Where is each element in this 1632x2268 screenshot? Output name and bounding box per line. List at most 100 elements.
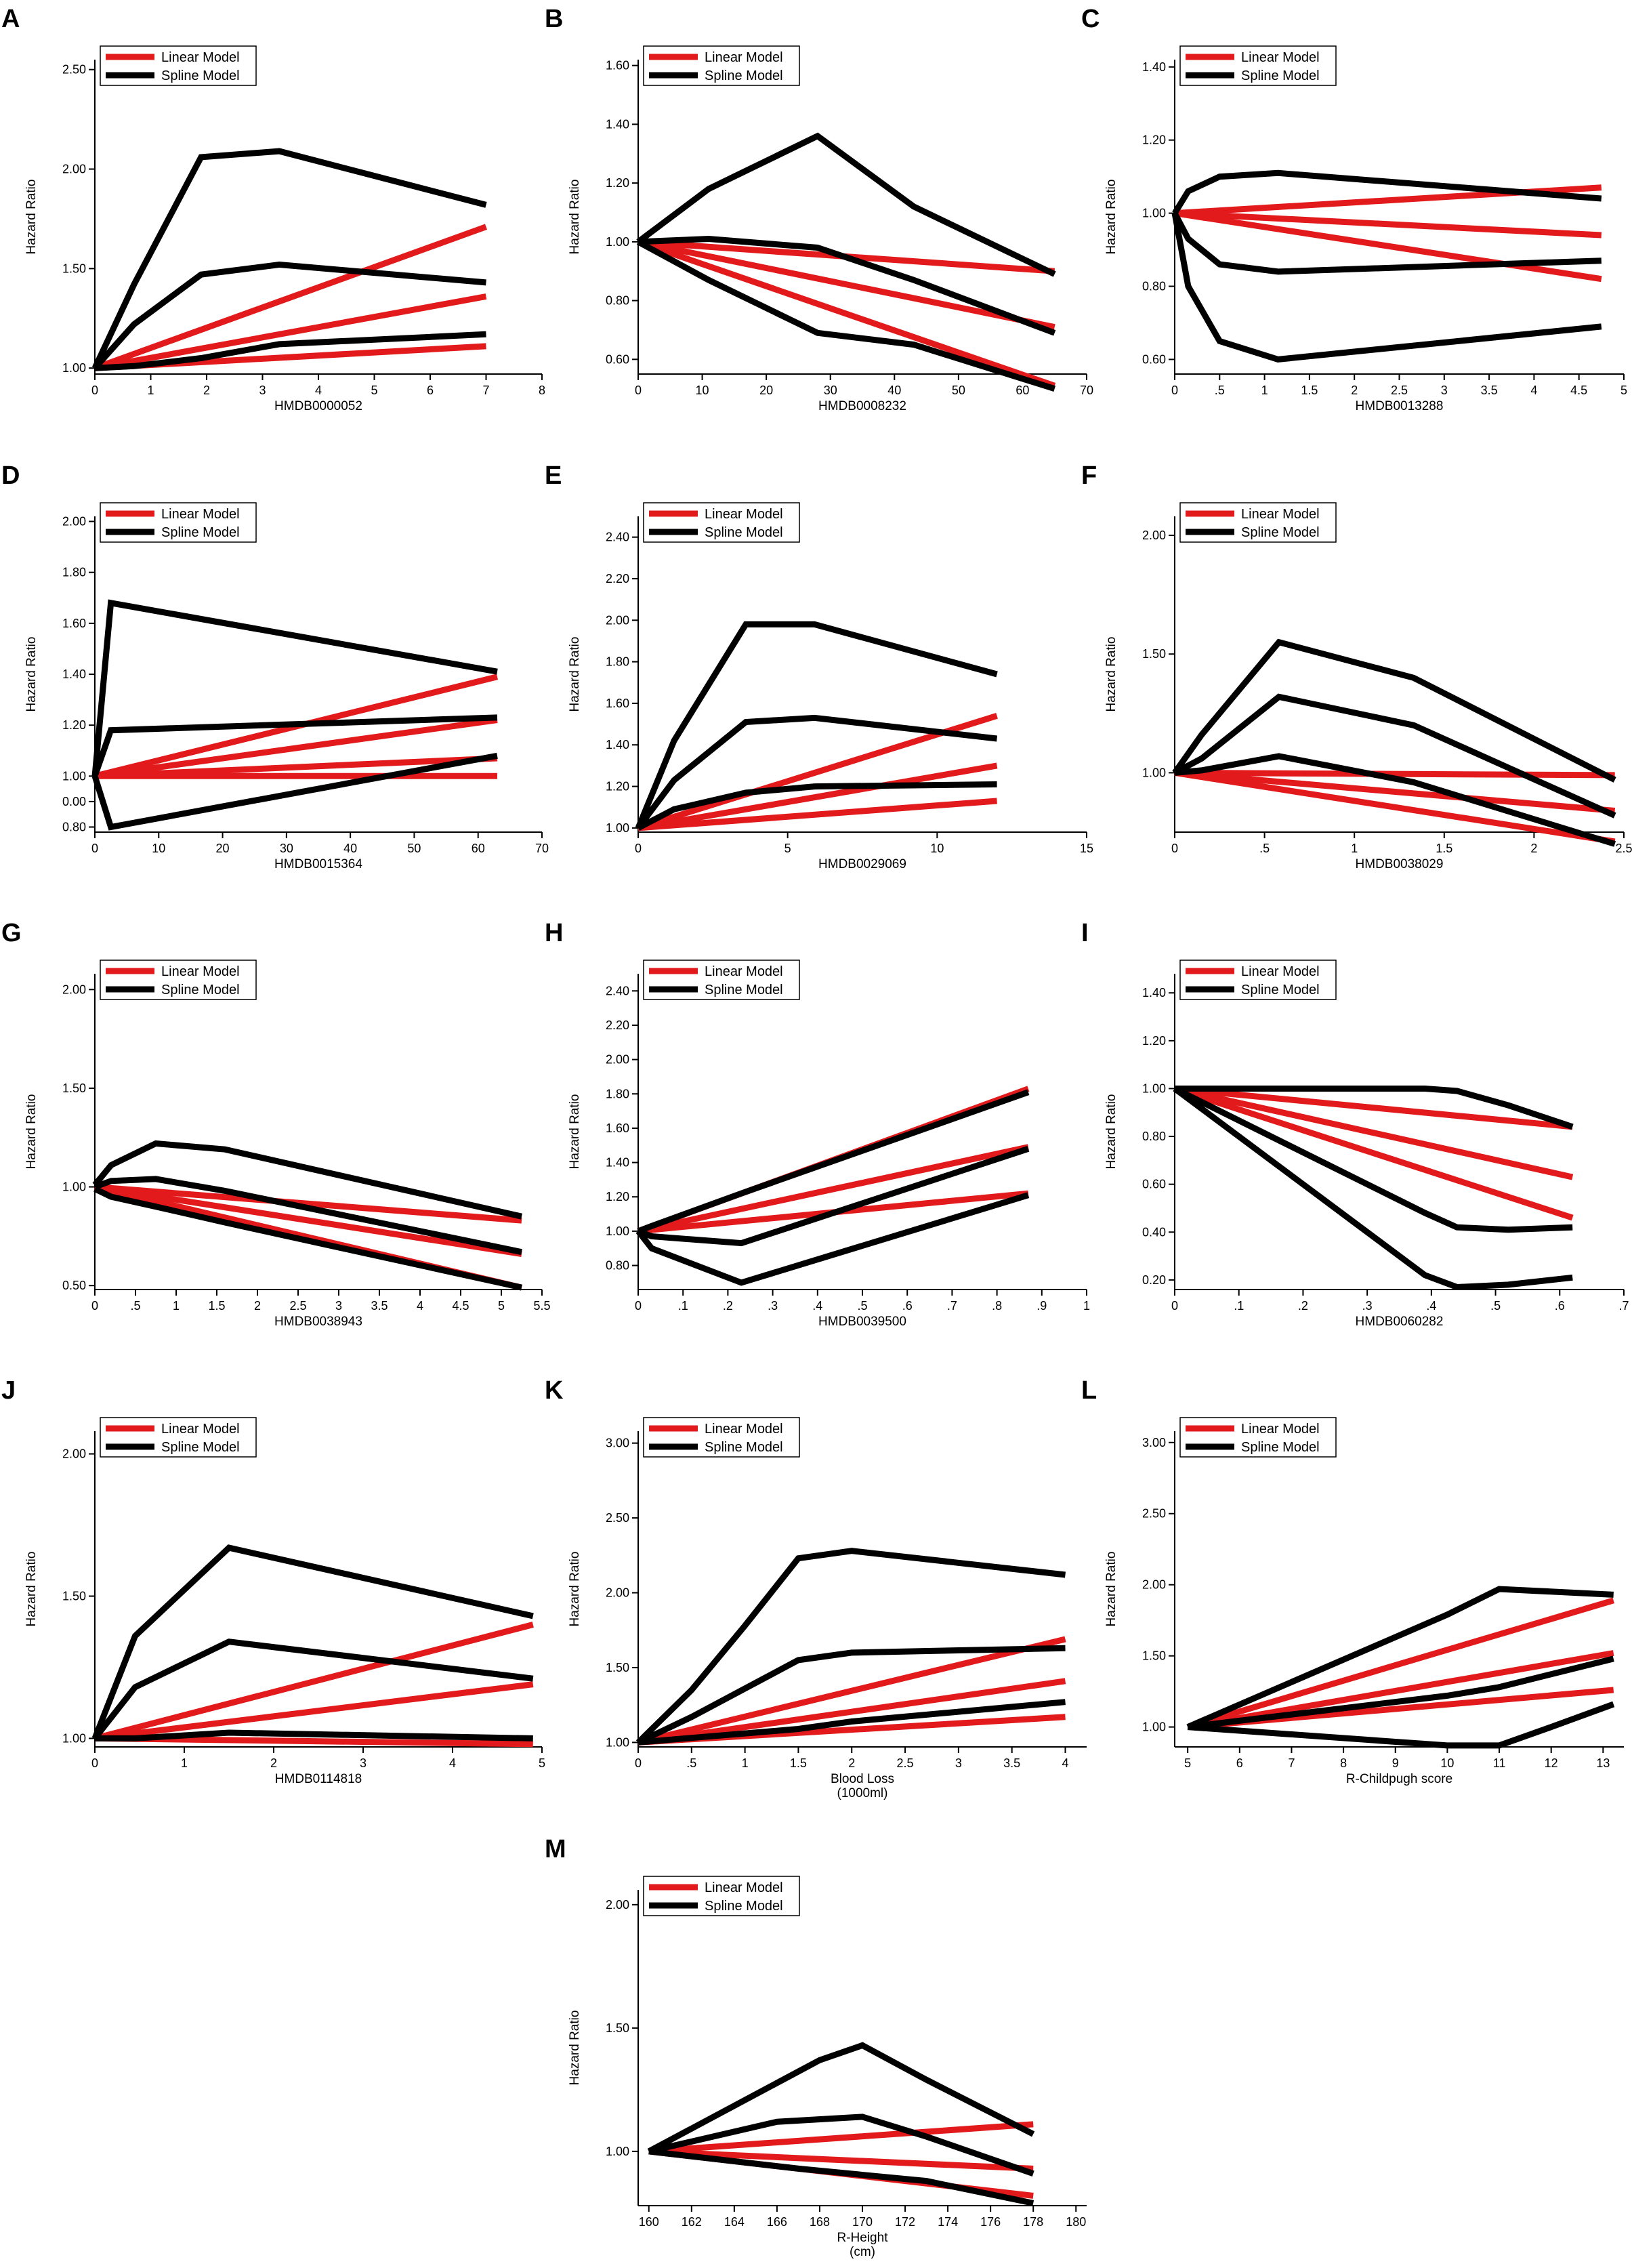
y-tick-label: 3.00 <box>606 1437 629 1450</box>
panel-label: K <box>545 1376 564 1405</box>
x-tick-label: 3 <box>955 1756 962 1770</box>
legend-linear-label: Linear Model <box>705 50 783 65</box>
spline-model-line-4 <box>636 132 1056 277</box>
spline-model-line-6 <box>95 1729 533 1741</box>
legend-box <box>643 1417 800 1458</box>
x-tick-label: .7 <box>1618 1299 1629 1313</box>
x-tick-label: 10 <box>152 842 165 855</box>
legend-linear-label: Linear Model <box>1241 1422 1320 1437</box>
spline-model-line-5 <box>637 1146 1030 1247</box>
legend: Linear Model Spline Model <box>1179 45 1337 86</box>
y-tick-label: 0.60 <box>606 352 629 366</box>
spline-model-line-4 <box>635 621 998 829</box>
y-tick-label: 1.40 <box>62 667 86 681</box>
x-tick-label: 40 <box>887 384 901 397</box>
y-tick-label: 2.20 <box>606 1018 629 1032</box>
spline-model-line-4 <box>91 148 487 370</box>
spline-model-line-4 <box>1172 169 1602 215</box>
y-tick-label: 1.00 <box>62 1731 86 1745</box>
x-axis-title: HMDB0000052 <box>274 399 362 413</box>
x-tick-label: 0 <box>1171 384 1178 397</box>
x-tick-label: 40 <box>343 842 357 855</box>
x-tick-label: 166 <box>767 2215 787 2229</box>
y-tick-label: 0.20 <box>1142 1273 1166 1287</box>
panel-g: G 0.50 1.00 1.50 2.00 0 .5 1 1.5 2 2.5 3 3.5 4 4.5 5 5.5… <box>1 919 551 1329</box>
y-axis-title: Hazard Ratio <box>568 2011 582 2086</box>
x-tick-label: 70 <box>1080 384 1093 397</box>
y-tick-label: 3.00 <box>1142 1436 1166 1449</box>
y-axis-title: Hazard Ratio <box>24 180 39 255</box>
x-tick-label: .1 <box>1234 1299 1244 1313</box>
linear-model-line-3 <box>1173 1086 1574 1221</box>
linear-model-line-1 <box>637 1636 1066 1746</box>
x-tick-label: .1 <box>678 1299 688 1313</box>
linear-model-line-2 <box>1174 769 1616 814</box>
legend-spline-label: Spline Model <box>1241 1440 1320 1455</box>
x-tick-label: 30 <box>280 842 293 855</box>
y-tick-label: 1.40 <box>606 117 629 131</box>
spline-model-line-4 <box>1175 1086 1574 1130</box>
x-tick-label: 60 <box>472 842 485 855</box>
y-tick-label: 0.80 <box>606 294 629 308</box>
y-tick-label: 2.50 <box>606 1511 629 1525</box>
legend-linear-label: Linear Model <box>1241 50 1320 65</box>
legend-box <box>1179 1417 1337 1458</box>
x-tick-label: .8 <box>992 1299 1002 1313</box>
x-axis-title: HMDB0114818 <box>275 1772 362 1786</box>
y-axis-title: Hazard Ratio <box>24 1552 39 1627</box>
y-tick-label: 1.50 <box>606 1661 629 1674</box>
x-tick-label: 9 <box>1392 1756 1399 1770</box>
legend-linear-label: Linear Model <box>161 964 240 979</box>
spline-model-line-4 <box>635 1548 1066 1745</box>
spline-model-line-6 <box>636 781 997 831</box>
spline-model-line-4 <box>637 1089 1030 1235</box>
legend: Linear Model Spline Model <box>643 1876 800 1916</box>
legend-box <box>100 45 257 86</box>
legend-box <box>1179 45 1337 86</box>
panel-k: K 1.00 1.50 2.00 2.50 3.00 0 .5 1 1.5 2 2.5 3 3.5 4 Blo… <box>545 1376 1087 1800</box>
y-tick-label: 0.80 <box>1142 280 1166 293</box>
spline-model-line-6 <box>91 714 498 777</box>
x-tick-label: 30 <box>824 384 837 397</box>
x-tick-label: 8 <box>539 384 545 397</box>
linear-model-line-2 <box>94 293 487 371</box>
legend-box <box>643 960 800 1000</box>
linear-model-line-3 <box>637 798 997 831</box>
legend-box <box>643 1876 800 1916</box>
linear-model-line-2 <box>1187 1650 1614 1731</box>
legend-spline-label: Spline Model <box>705 1899 783 1914</box>
x-tick-label: .3 <box>1362 1299 1373 1313</box>
y-tick-label: 2.00 <box>62 163 86 176</box>
x-axis-title: Blood Loss <box>831 1772 894 1786</box>
x-tick-label: 170 <box>852 2215 873 2229</box>
legend-box <box>643 502 800 543</box>
x-tick-label: 4 <box>1062 1756 1068 1770</box>
linear-model-line-2 <box>637 762 998 831</box>
x-tick-label: 70 <box>535 842 549 855</box>
spline-model-line-5 <box>635 714 998 830</box>
x-axis-title: HMDB0039500 <box>818 1315 906 1329</box>
x-axis-title: HMDB0015364 <box>274 857 362 871</box>
x-tick-label: 60 <box>1016 384 1029 397</box>
legend-linear-label: Linear Model <box>705 1422 783 1437</box>
spline-model-line-6 <box>1171 212 1602 363</box>
y-tick-label: 0.80 <box>62 820 86 833</box>
x-tick-label: 2.5 <box>289 1299 306 1313</box>
y-tick-label: 0.80 <box>1142 1130 1166 1143</box>
x-tick-label: 6 <box>1236 1756 1243 1770</box>
y-tick-label: 1.00 <box>1142 1720 1166 1734</box>
spline-model-line-6 <box>1174 753 1616 847</box>
x-tick-label: .5 <box>1215 384 1225 397</box>
y-tick-label: 0.00 <box>62 795 86 808</box>
x-tick-label: 1 <box>173 1299 180 1313</box>
x-axis-title: HMDB0038029 <box>1356 857 1444 871</box>
panel-a: A 1.00 1.50 2.00 2.50 0 1 2 3 4 5 6 7 8 HMDB0000052 Haz… <box>1 5 545 413</box>
y-axis-title: Hazard Ratio <box>568 637 582 712</box>
y-tick-label: 1.50 <box>606 2021 629 2035</box>
x-tick-label: 2 <box>254 1299 261 1313</box>
panel-label: D <box>1 461 20 490</box>
linear-model-line-1 <box>1186 1597 1614 1730</box>
linear-model-line-1 <box>1174 1086 1573 1130</box>
spline-model-line-5 <box>91 599 498 777</box>
